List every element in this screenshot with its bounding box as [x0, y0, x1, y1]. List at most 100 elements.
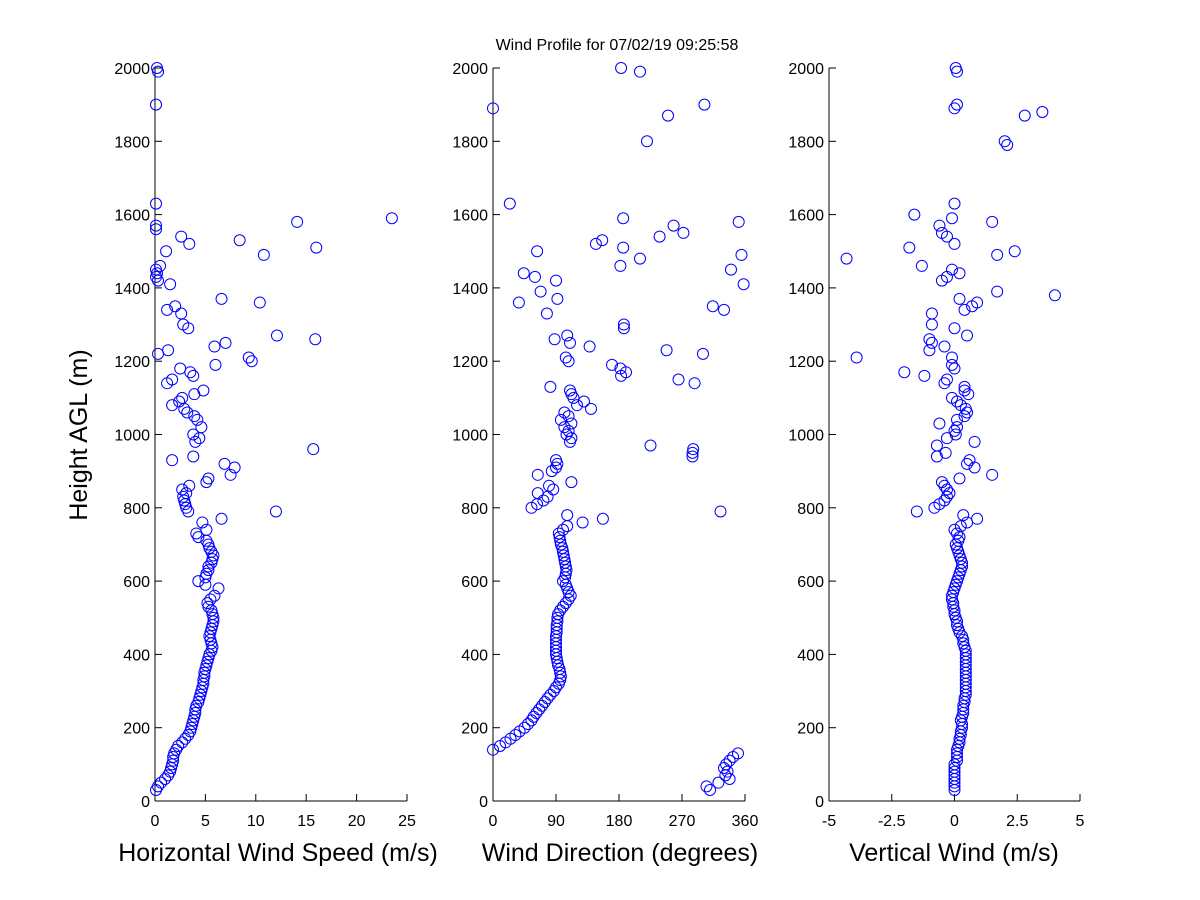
data-point: [166, 399, 179, 412]
data-point: [614, 259, 627, 272]
data-point: [933, 417, 946, 430]
y-tick-label: 600: [461, 574, 488, 591]
data-point: [732, 747, 744, 760]
data-point: [201, 597, 214, 610]
data-point: [218, 457, 231, 470]
data-point: [945, 593, 958, 606]
y-tick-label: 800: [797, 501, 824, 518]
data-point: [948, 762, 961, 775]
data-point: [963, 454, 976, 467]
x-tick-label: 0: [151, 813, 160, 830]
y-tick-label: 1800: [452, 134, 488, 151]
data-point: [550, 274, 562, 287]
data-point: [183, 237, 196, 250]
data-point: [531, 245, 544, 258]
data-point: [986, 215, 999, 228]
data-point: [551, 611, 564, 624]
data-point: [176, 483, 189, 496]
data-point: [714, 505, 727, 518]
data-point: [898, 366, 911, 379]
data-point: [197, 384, 210, 397]
data-point: [540, 307, 553, 320]
data-point: [202, 560, 215, 573]
data-point: [558, 406, 571, 419]
data-point: [700, 780, 713, 793]
data-point: [172, 740, 185, 753]
data-point: [617, 322, 630, 335]
data-point: [161, 303, 174, 316]
data-point: [953, 267, 966, 280]
data-point: [948, 237, 961, 250]
data-point: [554, 670, 567, 683]
data-point: [550, 681, 562, 694]
data-point: [951, 421, 964, 434]
data-point: [991, 248, 1004, 261]
data-point: [723, 754, 736, 767]
data-point: [735, 248, 748, 261]
data-point: [951, 619, 964, 632]
y-tick-label: 1000: [452, 428, 488, 445]
y-tick-label: 2000: [788, 61, 824, 78]
y-tick-label: 200: [461, 721, 488, 738]
data-point: [541, 692, 554, 705]
data-point: [531, 487, 544, 500]
data-point: [951, 413, 964, 426]
y-axis-label: Height AGL (m): [65, 349, 93, 520]
data-point: [686, 446, 699, 459]
data-point: [200, 523, 213, 536]
y-tick-label: 1400: [788, 281, 824, 298]
y-tick-label: 800: [461, 501, 488, 518]
data-point: [958, 380, 971, 393]
y-tick-label: 0: [141, 794, 150, 811]
data-point: [644, 439, 657, 452]
data-point: [958, 410, 971, 423]
data-point: [204, 593, 217, 606]
data-point: [187, 450, 200, 463]
data-point: [310, 241, 323, 254]
data-point: [245, 355, 258, 368]
data-point: [617, 318, 630, 331]
y-tick-label: 400: [123, 647, 150, 664]
y-tick-label: 1400: [452, 281, 488, 298]
data-point: [958, 384, 971, 397]
y-tick-label: 1200: [114, 354, 150, 371]
data-point: [948, 424, 961, 437]
data-point: [176, 736, 189, 749]
data-point: [175, 307, 188, 320]
data-point: [732, 215, 745, 228]
data-point: [948, 523, 961, 536]
data-point: [562, 355, 575, 368]
data-point: [998, 135, 1011, 148]
data-point: [571, 399, 583, 412]
data-point: [945, 358, 958, 371]
data-point: [509, 729, 522, 742]
y-tick-label: 0: [479, 794, 488, 811]
data-point: [150, 98, 163, 111]
data-point: [565, 417, 578, 430]
y-tick-label: 600: [123, 574, 150, 591]
data-point: [150, 197, 163, 210]
data-point: [961, 329, 974, 342]
data-point: [949, 62, 962, 74]
data-point: [948, 765, 961, 778]
y-tick-label: 800: [123, 501, 150, 518]
data-point: [935, 476, 948, 489]
data-point: [961, 457, 974, 470]
data-point: [195, 421, 208, 434]
data-point: [951, 527, 964, 540]
data-point: [945, 391, 958, 404]
data-point: [154, 259, 167, 272]
data-point: [385, 212, 398, 225]
data-point: [558, 421, 571, 434]
data-point: [554, 534, 567, 547]
data-point: [962, 388, 975, 401]
data-point: [915, 259, 928, 272]
data-point: [189, 707, 202, 720]
data-point: [903, 241, 916, 254]
data-point: [720, 758, 733, 771]
data-point: [559, 351, 572, 364]
data-point: [953, 472, 966, 485]
data-point: [583, 340, 596, 353]
data-point: [986, 468, 999, 481]
